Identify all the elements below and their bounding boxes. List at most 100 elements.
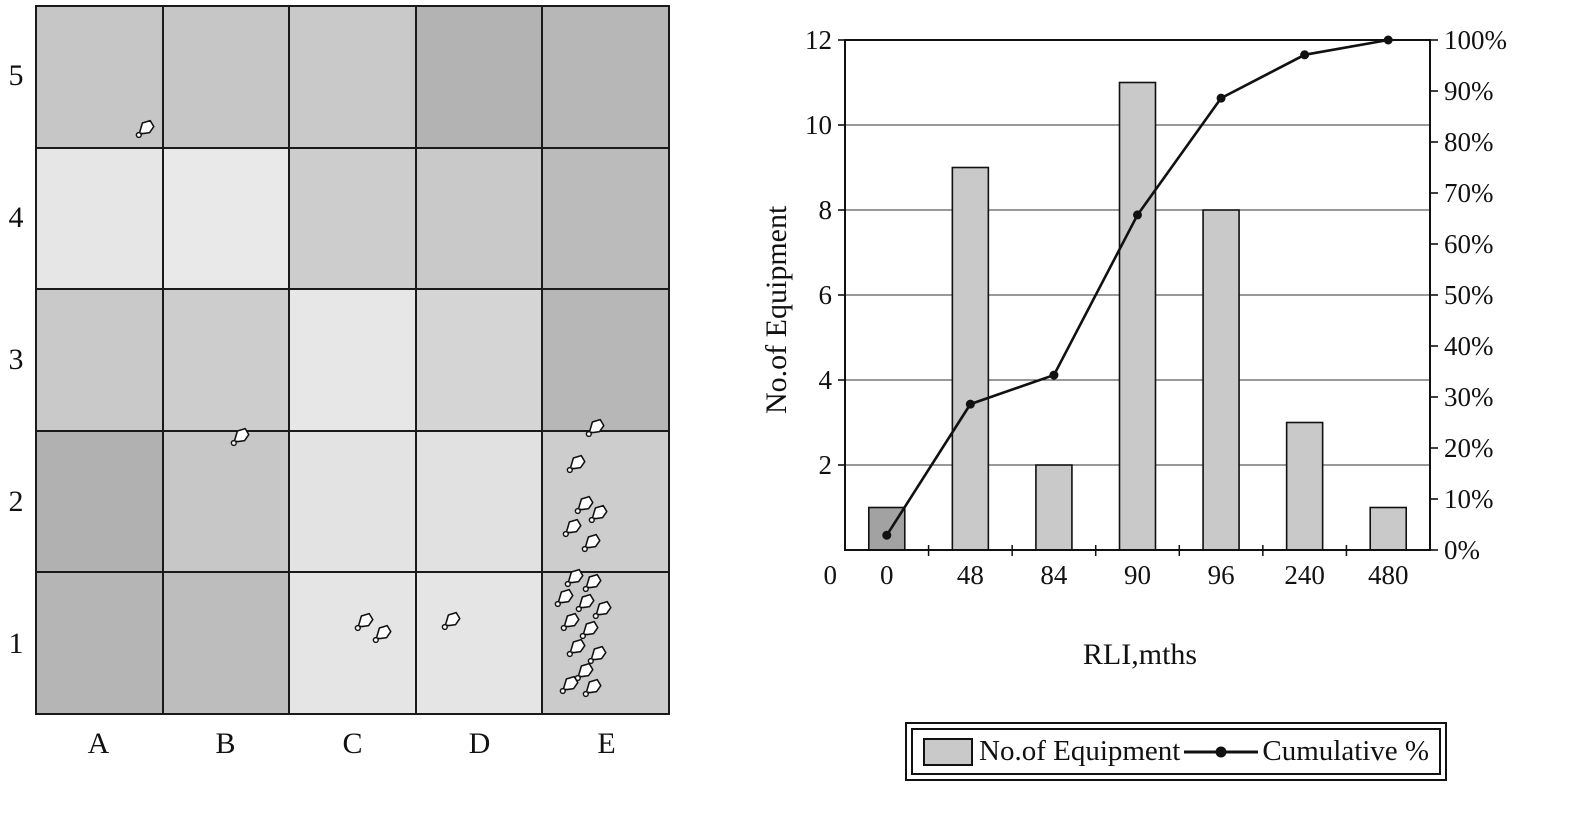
right-tick-label: 90% [1444, 76, 1494, 106]
right-axis: 0% 10% 20% 30% 40% 50% 60% 70% 80% 90% 100% [1430, 25, 1507, 565]
bar-48 [951, 166, 990, 551]
equipment-marker [559, 610, 583, 634]
legend-bar-swatch [923, 737, 973, 766]
left-tick-label: 10 [805, 110, 832, 140]
cumulative-point [1300, 50, 1310, 60]
bar-240 [1285, 421, 1324, 551]
left-tick-label: 8 [819, 195, 833, 225]
equipment-icon [560, 612, 580, 632]
equipment-icon [588, 504, 608, 524]
matrix-cell-E2 [543, 431, 668, 572]
bar-480 [1369, 506, 1408, 551]
equipment-marker [586, 643, 610, 667]
left-tick-label: 6 [819, 280, 833, 310]
equipment-icon [554, 588, 574, 607]
origin-label: 0 [824, 560, 838, 590]
equipment-marker [440, 609, 464, 633]
matrix-cell-A3 [37, 290, 162, 430]
equipment-icon [559, 675, 579, 695]
equipment-marker [581, 676, 605, 700]
equipment-icon [581, 533, 601, 553]
equipment-icon [566, 639, 586, 658]
equipment-marker [553, 586, 577, 610]
matrix-cell-B2 [163, 431, 289, 572]
matrix-cell-B1 [163, 573, 289, 713]
matrix-cell-B3 [163, 290, 289, 430]
matrix-cell-C5 [290, 7, 415, 147]
equipment-icon [574, 495, 594, 514]
cumulative-point [1133, 210, 1142, 220]
equipment-marker [581, 571, 605, 595]
matrix-cell-C1 [290, 573, 415, 713]
equipment-marker [573, 493, 597, 517]
equipment-marker [561, 516, 585, 540]
equipment-icon [566, 454, 586, 473]
right-tick-label: 10% [1444, 484, 1494, 514]
cumulative-point [965, 399, 975, 409]
equipment-icon [372, 624, 392, 644]
matrix-row-label-5: 5 [8, 59, 24, 92]
bar-96 [1202, 209, 1240, 551]
matrix-cell-D5 [416, 7, 542, 147]
matrix-row-label-2: 2 [8, 485, 24, 518]
matrix-cell-C2 [290, 431, 415, 572]
equipment-icon [354, 612, 374, 632]
bar-84 [1035, 464, 1073, 551]
matrix-cell-A4 [37, 148, 162, 289]
matrix-cell-E3 [543, 290, 668, 430]
matrix-col-label-E: E [597, 727, 616, 760]
matrix-cell-D2 [416, 431, 542, 572]
left-axis: 2 4 6 8 10 12 0 [805, 25, 845, 590]
matrix-cell-D4 [416, 148, 542, 289]
equipment-icon [579, 620, 599, 639]
equipment-icon [587, 645, 607, 664]
right-tick-label: 40% [1444, 331, 1494, 361]
legend-line-label: Cumulative % [1262, 735, 1430, 767]
matrix-cell-A1 [37, 573, 162, 713]
equipment-icon [582, 573, 602, 593]
bars-series [867, 81, 1408, 551]
y-axis-title: No.of Equipment [760, 205, 793, 415]
equipment-icon [135, 120, 155, 139]
matrix-cell-D1 [416, 573, 542, 713]
x-axis: 0 48 84 90 96 240 480 [880, 545, 1408, 590]
matrix-cell-A2 [37, 431, 162, 572]
matrix-cell-C4 [290, 148, 415, 289]
equipment-marker [574, 591, 598, 615]
right-tick-label: 30% [1444, 382, 1494, 412]
equipment-icon [564, 568, 584, 588]
equipment-icon [230, 427, 250, 446]
equipment-marker [229, 425, 253, 449]
legend-bar-label: No.of Equipment [979, 735, 1181, 767]
equipment-marker [578, 618, 602, 642]
matrix-cell-C3 [290, 290, 415, 430]
matrix-cell-A5 [37, 7, 162, 147]
x-tick-label: 480 [1368, 560, 1409, 590]
bar-90 [1118, 81, 1157, 551]
matrix-marker-layer [35, 5, 670, 715]
left-tick-label: 4 [819, 365, 833, 395]
matrix-cell-D3 [416, 290, 542, 430]
x-tick-label: 240 [1284, 560, 1325, 590]
cumulative-point [1216, 93, 1226, 103]
equipment-marker [371, 622, 395, 646]
right-tick-label: 20% [1444, 433, 1494, 463]
pareto-plot: 2 4 6 8 10 12 0 0 48 84 90 96 240 480 0% 10% 20% 30% 40% 50… [805, 25, 1507, 590]
equipment-marker [584, 416, 608, 440]
equipment-icon [441, 612, 461, 631]
legend-line-marker-icon [1184, 746, 1259, 757]
equipment-marker [565, 636, 589, 660]
equipment-marker [563, 566, 587, 590]
x-tick-label: 84 [1040, 560, 1068, 590]
left-tick-label: 2 [819, 450, 833, 480]
x-axis-title: RLI,mths [1082, 638, 1198, 671]
matrix-row-label-3: 3 [8, 343, 24, 376]
matrix-cell-B5 [163, 7, 289, 147]
right-tick-label: 70% [1444, 178, 1494, 208]
matrix-row-label-1: 1 [8, 627, 24, 660]
matrix-cell-E5 [543, 7, 668, 147]
x-tick-label: 48 [957, 560, 984, 590]
right-tick-label: 0% [1444, 535, 1480, 565]
cumulative-line [882, 35, 1393, 540]
